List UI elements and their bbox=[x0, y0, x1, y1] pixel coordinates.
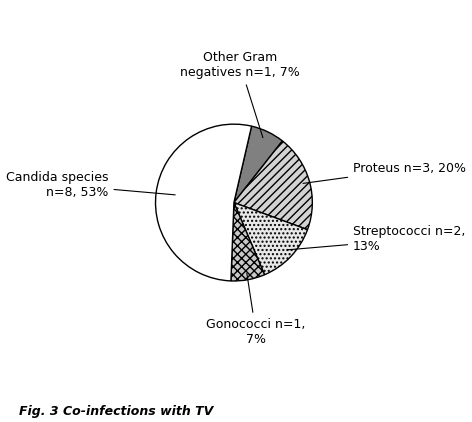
Text: Other Gram
negatives n=1, 7%: Other Gram negatives n=1, 7% bbox=[180, 51, 300, 138]
Text: Candida species
n=8, 53%: Candida species n=8, 53% bbox=[6, 170, 175, 198]
Text: Fig. 3 Co-infections with TV: Fig. 3 Co-infections with TV bbox=[19, 405, 213, 418]
Wedge shape bbox=[234, 203, 308, 275]
Wedge shape bbox=[234, 141, 312, 230]
Text: Gonococci n=1,
7%: Gonococci n=1, 7% bbox=[206, 273, 305, 346]
Text: Streptococci n=2,
13%: Streptococci n=2, 13% bbox=[287, 225, 465, 254]
Text: Proteus n=3, 20%: Proteus n=3, 20% bbox=[303, 162, 466, 184]
Wedge shape bbox=[155, 124, 252, 281]
Wedge shape bbox=[234, 126, 282, 203]
Wedge shape bbox=[231, 203, 265, 281]
